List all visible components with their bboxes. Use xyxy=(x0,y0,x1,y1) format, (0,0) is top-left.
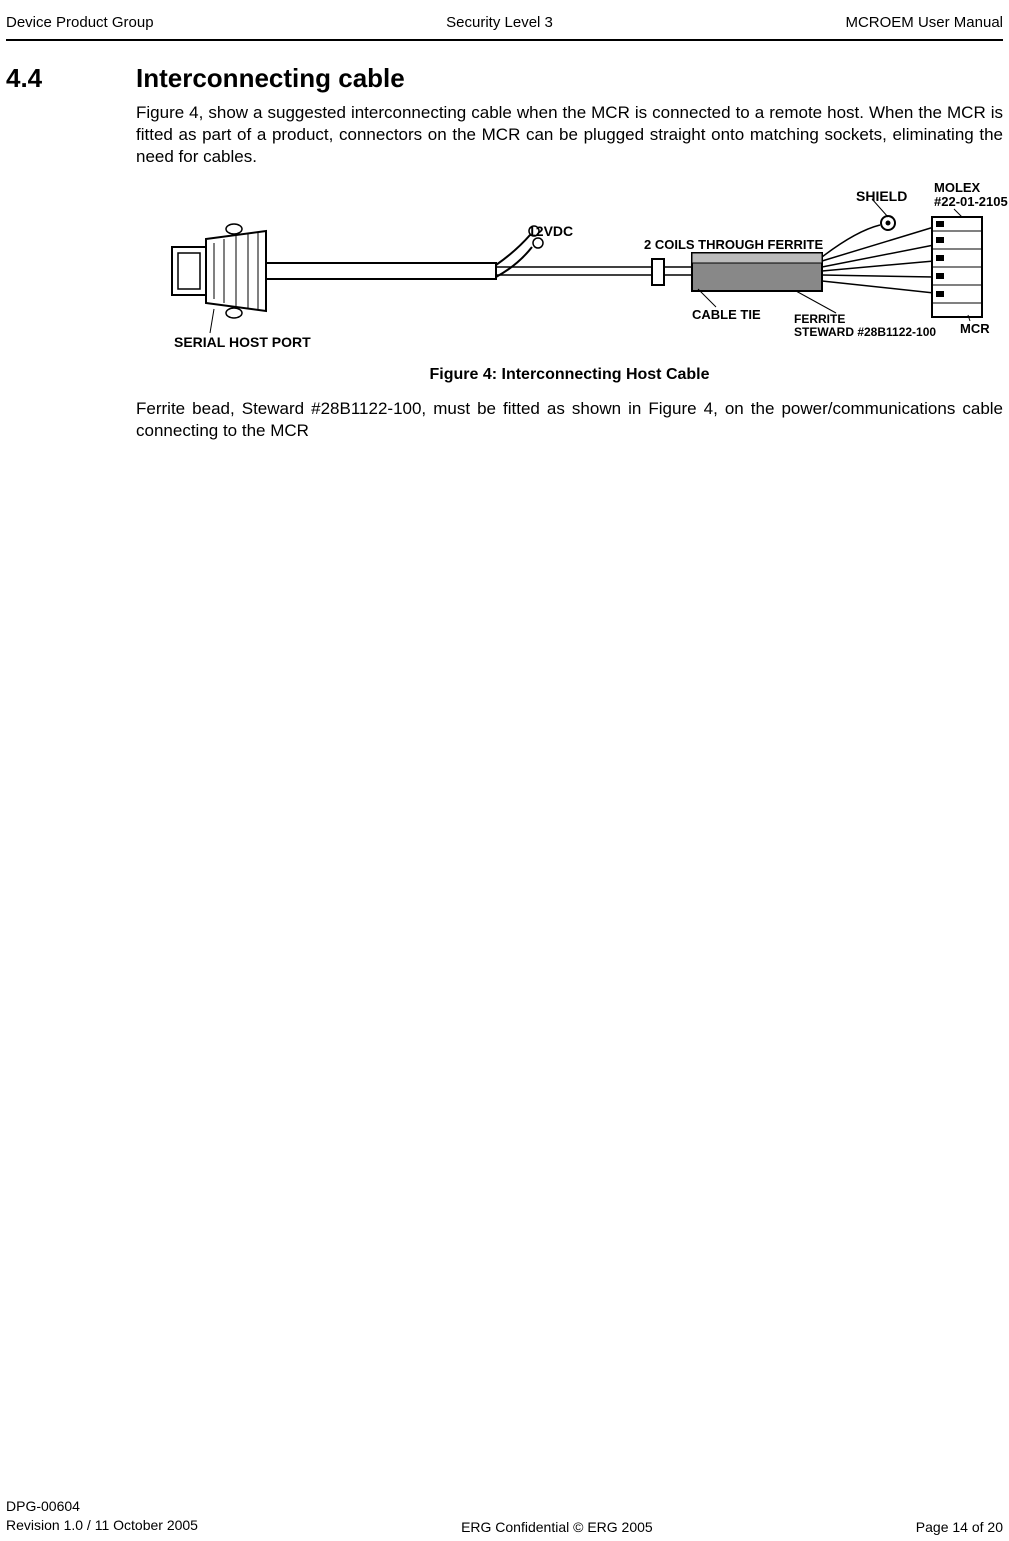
molex-connector-icon xyxy=(932,217,982,317)
label-mcr: MCR xyxy=(960,321,990,336)
figure-caption: Figure 4: Interconnecting Host Cable xyxy=(136,366,1003,384)
paragraph-intro: Figure 4, show a suggested interconnecti… xyxy=(136,102,1003,167)
shield-ring-icon xyxy=(822,216,895,257)
paragraph-ferrite-note: Ferrite bead, Steward #28B1122-100, must… xyxy=(136,398,1003,442)
interconnecting-cable-diagram: 12VDC 2 COILS THROUGH FERRITE SHIELD MOL… xyxy=(136,181,1002,356)
section-title: Interconnecting cable xyxy=(136,63,405,94)
content-area: 4.4 Interconnecting cable Figure 4, show… xyxy=(0,41,1009,442)
footer-center: ERG Confidential © ERG 2005 xyxy=(461,1519,653,1535)
label-shield: SHIELD xyxy=(856,188,907,204)
serial-connector-icon xyxy=(172,224,266,318)
page-footer: DPG-00604 Revision 1.0 / 11 October 2005… xyxy=(6,1497,1003,1535)
footer-doc-id: DPG-00604 xyxy=(6,1497,198,1516)
label-cable-tie: CABLE TIE xyxy=(692,307,761,322)
header-right: MCROEM User Manual xyxy=(845,14,1003,31)
section-heading-row: 4.4 Interconnecting cable xyxy=(6,63,1003,94)
ferrite-leader-icon xyxy=(796,291,836,313)
header-left: Device Product Group xyxy=(6,14,154,31)
ferrite-block-icon xyxy=(692,253,822,291)
footer-left: DPG-00604 Revision 1.0 / 11 October 2005 xyxy=(6,1497,198,1535)
label-molex-line2: #22-01-2105 xyxy=(934,194,1008,209)
label-12vdc: 12VDC xyxy=(528,223,573,239)
label-ferrite: FERRITE STEWARD #28B1122-100 xyxy=(794,313,936,338)
page-header: Device Product Group Security Level 3 MC… xyxy=(0,14,1009,39)
footer-right: Page 14 of 20 xyxy=(916,1519,1003,1535)
molex-leader-icon xyxy=(954,209,962,217)
label-two-coils: 2 COILS THROUGH FERRITE xyxy=(644,237,823,252)
cable-trunk-icon xyxy=(266,263,496,279)
wire-fan-icon xyxy=(822,227,934,293)
serialhost-leader-icon xyxy=(210,309,214,333)
label-serial-host-port: SERIAL HOST PORT xyxy=(174,334,311,350)
page: Device Product Group Security Level 3 MC… xyxy=(0,0,1009,442)
body-block: Figure 4, show a suggested interconnecti… xyxy=(136,102,1003,442)
cable-tie-icon xyxy=(652,259,664,285)
section-number: 4.4 xyxy=(6,63,136,94)
footer-revision: Revision 1.0 / 11 October 2005 xyxy=(6,1516,198,1535)
label-molex: MOLEX #22-01-2105 xyxy=(934,181,1008,208)
figure-wrap: 12VDC 2 COILS THROUGH FERRITE SHIELD MOL… xyxy=(136,181,1002,356)
header-center: Security Level 3 xyxy=(446,14,553,31)
label-ferrite-line2: STEWARD #28B1122-100 xyxy=(794,325,936,339)
